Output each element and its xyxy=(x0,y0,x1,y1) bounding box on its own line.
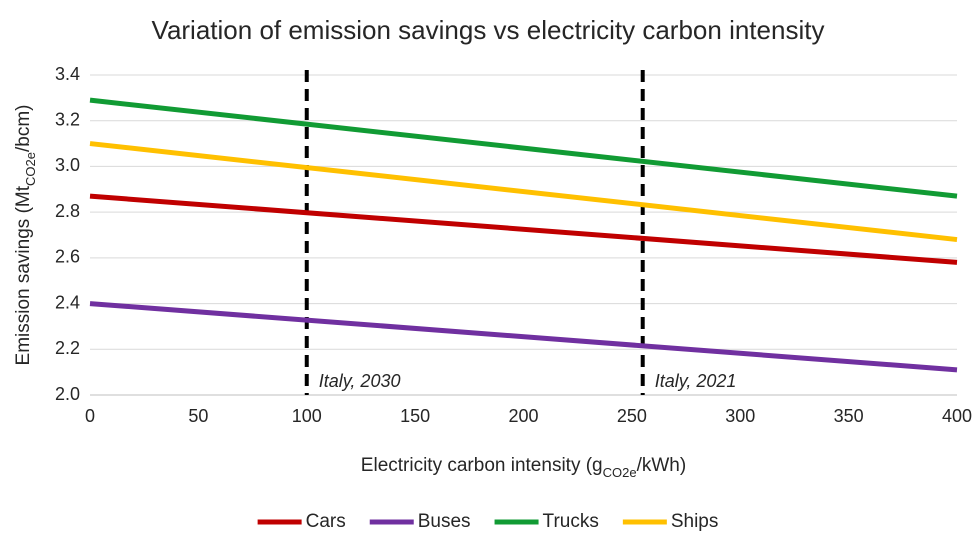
legend-label: Buses xyxy=(418,511,471,532)
x-tick-label: 200 xyxy=(508,406,538,426)
y-tick-label: 2.2 xyxy=(55,338,80,358)
chart-title: Variation of emission savings vs electri… xyxy=(152,15,825,45)
x-axis-label-part: Electricity carbon intensity (g xyxy=(361,455,603,476)
series-line xyxy=(89,97,958,199)
x-tick-label: 350 xyxy=(834,406,864,426)
x-tick-label: 100 xyxy=(292,406,322,426)
y-axis-label: Emission savings (MtCO2e/bcm) xyxy=(13,105,38,366)
y-tick-label: 2.4 xyxy=(55,292,80,312)
series-line xyxy=(89,141,958,243)
y-tick-label: 2.6 xyxy=(55,247,80,267)
y-axis-label-part: CO2e xyxy=(23,152,38,186)
x-tick-label: 0 xyxy=(85,406,95,426)
x-tick-label: 250 xyxy=(617,406,647,426)
x-tick-label: 150 xyxy=(400,406,430,426)
x-tick-label: 50 xyxy=(188,406,208,426)
y-tick-label: 2.0 xyxy=(55,384,80,404)
x-tick-label: 300 xyxy=(725,406,755,426)
series-line xyxy=(89,301,958,373)
legend: Cars Buses Trucks Ships xyxy=(257,511,719,532)
legend-label: Trucks xyxy=(543,511,599,532)
x-tick-label: 400 xyxy=(942,406,972,426)
x-axis-label-part: /kWh) xyxy=(637,455,687,476)
legend-label: Cars xyxy=(306,511,346,532)
x-axis-label: Electricity carbon intensity (gCO2e/kWh) xyxy=(361,455,686,480)
y-axis-label-part: /bcm) xyxy=(13,105,34,153)
y-axis-label-part: Emission savings (Mt xyxy=(13,185,34,365)
y-tick-label: 3.0 xyxy=(55,155,80,175)
x-axis-label-part: CO2e xyxy=(603,465,637,480)
series-line xyxy=(89,193,958,265)
legend-label: Ships xyxy=(671,511,719,532)
y-tick-label: 3.4 xyxy=(55,64,80,84)
y-tick-label: 2.8 xyxy=(55,201,80,221)
annotation: Italy, 2021 xyxy=(655,371,737,391)
y-tick-label: 3.2 xyxy=(55,109,80,129)
annotation: Italy, 2030 xyxy=(319,371,401,391)
